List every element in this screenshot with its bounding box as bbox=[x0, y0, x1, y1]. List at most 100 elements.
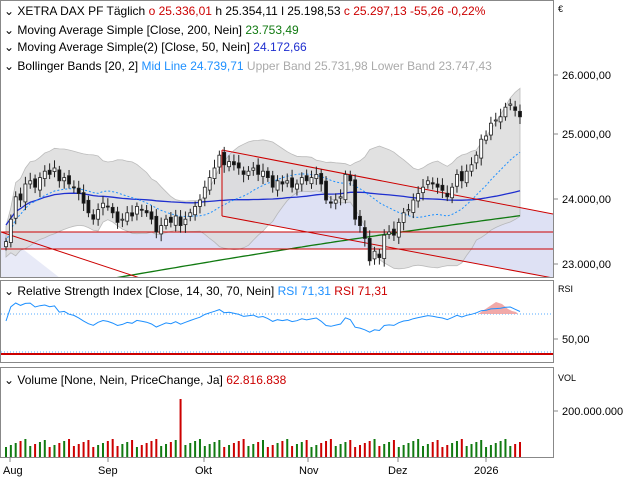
bb-icon[interactable]: ⌄ bbox=[4, 59, 17, 73]
volume-axis: VOL 200.000.000 bbox=[553, 373, 623, 418]
volume-bar bbox=[179, 399, 182, 457]
candle-body bbox=[28, 180, 33, 185]
low-value: l 25.198,53 bbox=[281, 4, 341, 18]
candle-body bbox=[164, 218, 168, 226]
candle-body bbox=[401, 212, 406, 223]
change-value: -55,26 bbox=[410, 4, 444, 18]
volume-bar bbox=[291, 446, 294, 457]
bb-upper-label: Upper Band bbox=[247, 59, 311, 73]
legend-collapse-icon[interactable]: ⌄ bbox=[4, 4, 17, 18]
volume-bar bbox=[169, 442, 172, 457]
volume-bar bbox=[320, 443, 323, 457]
volume-bar bbox=[262, 440, 264, 457]
volume-tick-200m: 200.000.000 bbox=[562, 406, 623, 418]
candle-body bbox=[110, 206, 115, 214]
volume-bar bbox=[223, 447, 226, 457]
candle-body bbox=[173, 215, 178, 226]
volume-bar bbox=[388, 442, 391, 457]
candle-body bbox=[246, 170, 251, 176]
candle-body bbox=[47, 169, 52, 175]
candle-body bbox=[348, 174, 353, 182]
volume-bar bbox=[519, 442, 521, 457]
volume-bar bbox=[63, 441, 66, 457]
volume-bar bbox=[368, 441, 371, 457]
candle-body bbox=[459, 171, 464, 182]
bb-label: Bollinger Bands [20, 2] bbox=[17, 59, 138, 73]
rsi-icon[interactable]: ⌄ bbox=[4, 284, 17, 298]
candle-body bbox=[178, 216, 183, 227]
rsi-plot bbox=[1, 302, 553, 355]
rsi-value-1: 71,31 bbox=[301, 284, 331, 298]
candle-body bbox=[130, 212, 134, 217]
volume-bar bbox=[111, 439, 114, 457]
candle-body bbox=[13, 196, 18, 219]
candle-body bbox=[23, 183, 28, 203]
price-tick-24000: 24.000,00 bbox=[562, 194, 611, 206]
month-2026: 2026 bbox=[474, 465, 498, 477]
volume-bar bbox=[145, 443, 148, 457]
volume-bar bbox=[82, 442, 85, 457]
candle-body bbox=[450, 186, 455, 199]
ma50-icon[interactable]: ⌄ bbox=[4, 40, 17, 54]
volume-bar bbox=[19, 441, 22, 457]
rsi-label: Relative Strength Index [Close, 14, 30, … bbox=[17, 284, 274, 298]
close-value: c 25.297,13 bbox=[344, 4, 407, 18]
candle-body bbox=[343, 173, 348, 201]
candle-body bbox=[309, 177, 314, 185]
volume-bar bbox=[237, 441, 240, 457]
volume-bar bbox=[460, 439, 463, 457]
volume-bar bbox=[412, 441, 415, 457]
currency-symbol: € bbox=[558, 4, 563, 14]
volume-bar bbox=[101, 443, 104, 457]
candle-body bbox=[498, 116, 503, 123]
volume-bar bbox=[213, 442, 216, 457]
volume-bar bbox=[194, 441, 197, 457]
candle-body bbox=[493, 119, 498, 122]
candle-body bbox=[435, 183, 440, 188]
candle-body bbox=[474, 154, 479, 164]
ma200-line bbox=[116, 214, 521, 277]
left-trend-line bbox=[1, 231, 139, 277]
volume-bar bbox=[43, 440, 46, 457]
candle-body bbox=[62, 177, 67, 182]
candle-body bbox=[392, 228, 396, 236]
candle-body bbox=[445, 192, 450, 198]
volume-bar bbox=[9, 445, 12, 457]
candle-body bbox=[280, 181, 285, 185]
volume-bar bbox=[48, 447, 51, 457]
volume-bar bbox=[334, 446, 337, 457]
candle-body bbox=[484, 135, 488, 141]
volume-bar bbox=[383, 444, 386, 457]
candle-body bbox=[508, 103, 513, 106]
volume-bar bbox=[451, 443, 454, 457]
candle-body bbox=[367, 237, 372, 262]
volume-icon[interactable]: ⌄ bbox=[4, 373, 17, 387]
volume-bar bbox=[315, 445, 318, 457]
volume-bar bbox=[354, 447, 357, 457]
svg-text:⌄ Moving Average Simple [Close: ⌄ Moving Average Simple [Close, 200, Nei… bbox=[4, 23, 299, 37]
candle-body bbox=[57, 169, 62, 182]
price-tick-26000: 26.000,00 bbox=[562, 70, 611, 82]
volume-bar bbox=[165, 444, 168, 457]
volume-bar bbox=[257, 442, 260, 457]
candle-body bbox=[159, 225, 164, 235]
candles bbox=[4, 98, 522, 267]
volume-value: 62.816.838 bbox=[226, 373, 286, 387]
volume-bar bbox=[252, 444, 255, 457]
volume-bar bbox=[446, 445, 449, 457]
candle-body bbox=[372, 250, 377, 260]
volume-bar bbox=[198, 439, 201, 457]
candle-body bbox=[198, 199, 202, 207]
candle-body bbox=[168, 216, 173, 223]
volume-bar bbox=[504, 439, 507, 457]
ma200-icon[interactable]: ⌄ bbox=[4, 23, 17, 37]
candle-body bbox=[464, 170, 469, 184]
candle-body bbox=[202, 186, 207, 199]
candle-body bbox=[193, 205, 198, 216]
volume-bar bbox=[92, 447, 95, 457]
volume-bar bbox=[58, 443, 61, 457]
volume-bar bbox=[160, 446, 163, 457]
volume-label: Volume [None, Nein, PriceChange, Ja] bbox=[17, 373, 222, 387]
candle-body bbox=[256, 164, 261, 175]
ma50-value: 24.172,66 bbox=[253, 40, 307, 54]
